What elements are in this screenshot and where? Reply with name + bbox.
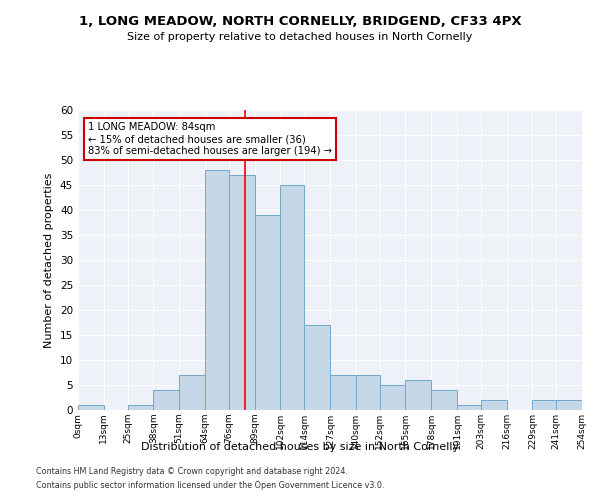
Bar	[481, 400, 506, 410]
Bar	[406, 380, 431, 410]
Bar	[128, 405, 154, 410]
Bar	[380, 385, 406, 410]
Text: Contains public sector information licensed under the Open Government Licence v3: Contains public sector information licen…	[36, 481, 385, 490]
Bar	[457, 405, 481, 410]
Text: Size of property relative to detached houses in North Cornelly: Size of property relative to detached ho…	[127, 32, 473, 42]
Bar	[280, 185, 304, 410]
Bar	[179, 375, 205, 410]
Text: Distribution of detached houses by size in North Cornelly: Distribution of detached houses by size …	[141, 442, 459, 452]
Bar	[254, 215, 280, 410]
Bar	[356, 375, 380, 410]
Bar	[532, 400, 556, 410]
Bar	[431, 390, 457, 410]
Text: Contains HM Land Registry data © Crown copyright and database right 2024.: Contains HM Land Registry data © Crown c…	[36, 467, 348, 476]
Bar	[78, 405, 104, 410]
Bar	[205, 170, 229, 410]
Bar	[154, 390, 179, 410]
Bar	[330, 375, 356, 410]
Y-axis label: Number of detached properties: Number of detached properties	[44, 172, 55, 348]
Text: 1, LONG MEADOW, NORTH CORNELLY, BRIDGEND, CF33 4PX: 1, LONG MEADOW, NORTH CORNELLY, BRIDGEND…	[79, 15, 521, 28]
Bar	[556, 400, 582, 410]
Text: 1 LONG MEADOW: 84sqm
← 15% of detached houses are smaller (36)
83% of semi-detac: 1 LONG MEADOW: 84sqm ← 15% of detached h…	[88, 122, 332, 156]
Bar	[304, 325, 330, 410]
Bar	[229, 175, 254, 410]
